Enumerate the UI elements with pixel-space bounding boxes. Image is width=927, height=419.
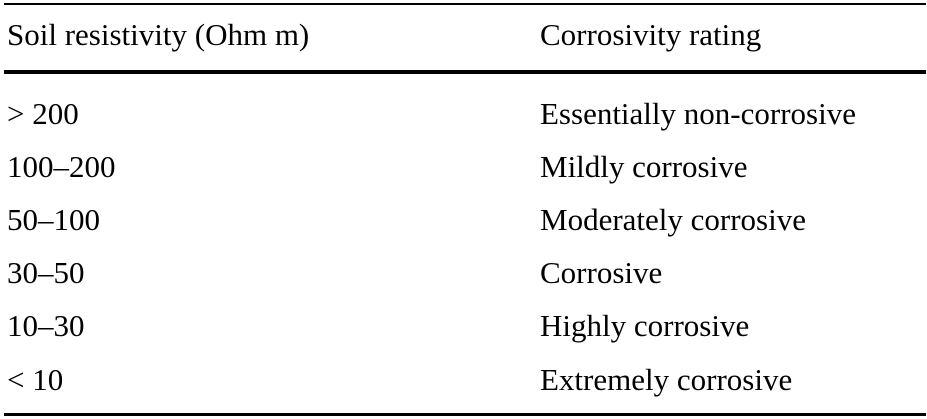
column-header-soil-resistivity: Soil resistivity (Ohm m) <box>7 17 310 52</box>
table-cell-resistivity: 30–50 <box>7 255 85 290</box>
table-cell-rating: Corrosive <box>540 255 663 290</box>
table-bottom-rule <box>4 413 926 416</box>
table-cell-resistivity: 10–30 <box>7 308 85 343</box>
table-cell-rating: Moderately corrosive <box>540 202 806 237</box>
column-header-corrosivity-rating: Corrosivity rating <box>540 17 762 52</box>
table-cell-resistivity: < 10 <box>7 362 64 397</box>
table-cell-rating: Mildly corrosive <box>540 149 748 184</box>
table-cell-rating: Highly corrosive <box>540 308 750 343</box>
table-cell-resistivity: 100–200 <box>7 149 116 184</box>
table-cell-rating: Extremely corrosive <box>540 362 793 397</box>
table-cell-rating: Essentially non-corrosive <box>540 96 856 131</box>
table-cell-resistivity: 50–100 <box>7 202 100 237</box>
table-header-rule <box>4 70 926 74</box>
table-top-rule <box>4 3 926 5</box>
table-cell-resistivity: > 200 <box>7 96 79 131</box>
